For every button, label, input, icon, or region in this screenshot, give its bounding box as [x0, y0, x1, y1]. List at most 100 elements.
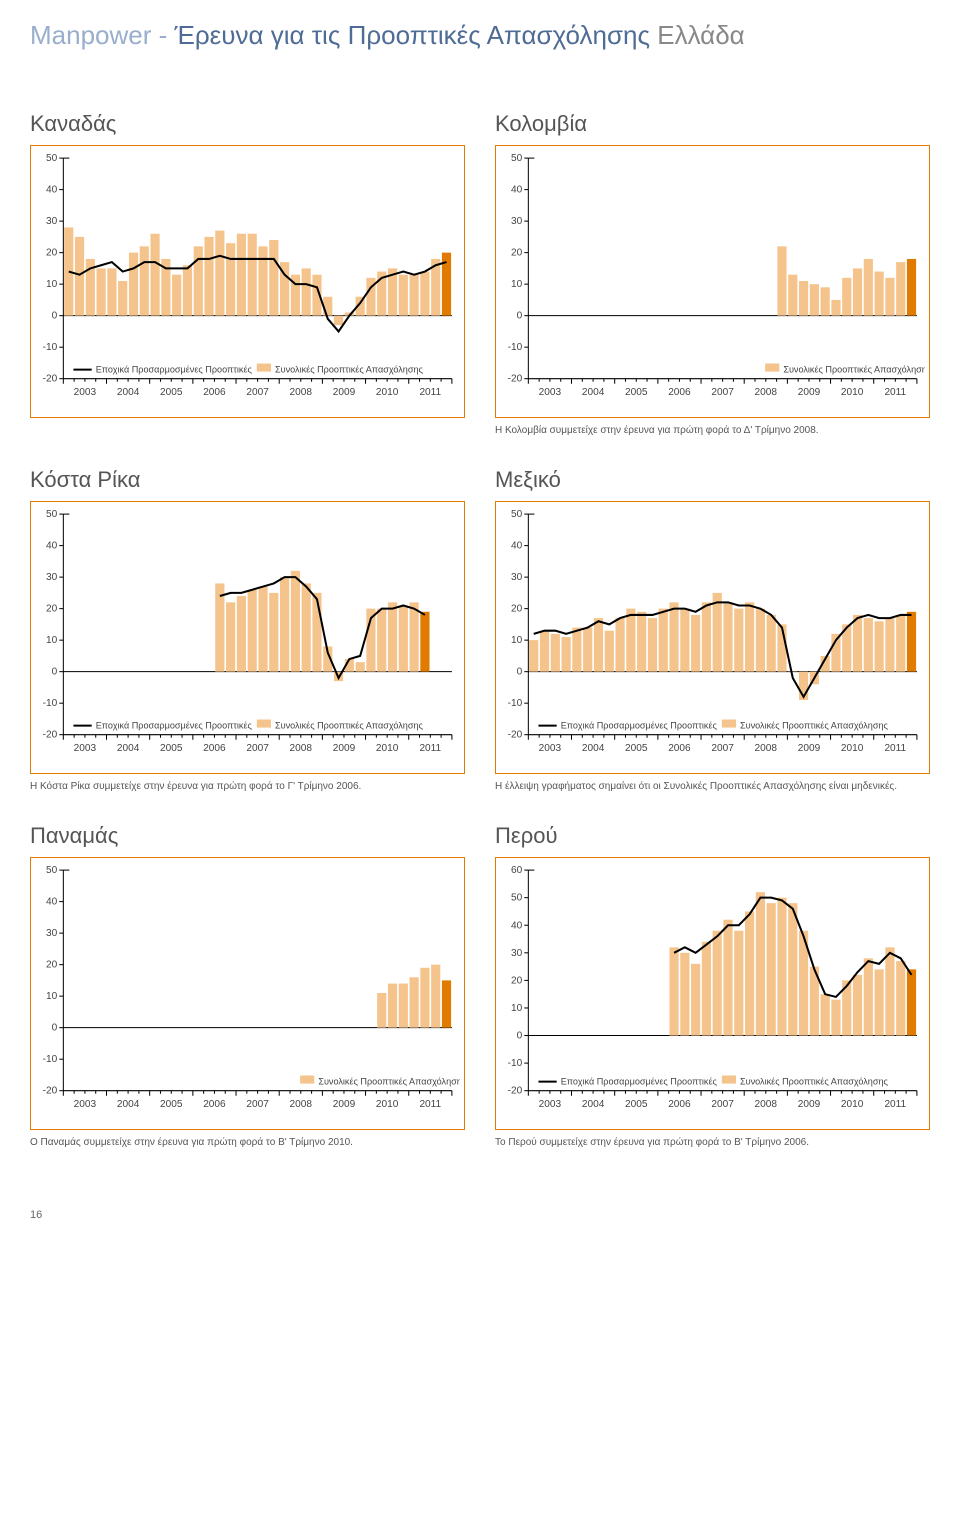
chart-title-panama: Παναμάς	[30, 823, 465, 849]
svg-text:2009: 2009	[333, 743, 356, 754]
svg-text:2011: 2011	[419, 1099, 441, 1110]
svg-text:10: 10	[46, 279, 58, 290]
svg-text:2005: 2005	[160, 387, 183, 398]
svg-text:2007: 2007	[711, 1099, 734, 1110]
svg-text:0: 0	[52, 667, 58, 678]
svg-text:2007: 2007	[711, 743, 734, 754]
chart-title-mexico: Μεξικό	[495, 467, 930, 493]
title-main: Έρευνα για τις Προοπτικές Απασχόλησης	[175, 20, 651, 50]
svg-text:30: 30	[46, 216, 58, 227]
svg-text:-10: -10	[43, 1054, 58, 1065]
svg-text:2009: 2009	[333, 387, 356, 398]
svg-text:2004: 2004	[117, 743, 140, 754]
caption-costarica: Η Κόστα Ρίκα συμμετείχε στην έρευνα για …	[30, 780, 465, 793]
caption-mexico: Η έλλειψη γραφήματος σημαίνει ότι οι Συν…	[495, 780, 930, 793]
svg-text:-10: -10	[508, 1058, 523, 1069]
svg-text:2009: 2009	[798, 387, 821, 398]
svg-text:40: 40	[511, 185, 523, 196]
svg-text:20: 20	[46, 960, 58, 971]
page-title: Manpower - Έρευνα για τις Προοπτικές Απα…	[30, 20, 930, 51]
chart-title-peru: Περού	[495, 823, 930, 849]
svg-text:20: 20	[46, 248, 58, 259]
chart-costarica: Κόστα Ρίκα -20-1001020304050200320042005…	[30, 447, 465, 793]
svg-text:-20: -20	[508, 374, 523, 385]
caption-peru: Το Περού συμμετείχε στην έρευνα για πρώτ…	[495, 1136, 930, 1149]
svg-text:Συνολικές Προοπτικές Απασχόλησ: Συνολικές Προοπτικές Απασχόλησης	[783, 365, 925, 375]
svg-text:40: 40	[511, 920, 523, 931]
svg-text:2007: 2007	[246, 1099, 269, 1110]
svg-text:2004: 2004	[582, 1099, 605, 1110]
svg-text:0: 0	[517, 1031, 523, 1042]
svg-text:2008: 2008	[290, 1099, 313, 1110]
svg-text:Εποχικά Προσαρμοσμένες Προοπτι: Εποχικά Προσαρμοσμένες Προοπτικές	[561, 1077, 718, 1087]
svg-text:Εποχικά Προσαρμοσμένες Προοπτι: Εποχικά Προσαρμοσμένες Προοπτικές	[96, 365, 253, 375]
svg-text:2007: 2007	[246, 743, 269, 754]
svg-text:50: 50	[511, 153, 523, 164]
svg-text:2005: 2005	[625, 387, 648, 398]
svg-text:2003: 2003	[74, 387, 97, 398]
svg-text:30: 30	[511, 216, 523, 227]
chart-svg-mexico: -20-100102030405020032004200520062007200…	[500, 506, 925, 769]
svg-text:40: 40	[511, 541, 523, 552]
svg-text:2006: 2006	[668, 1099, 691, 1110]
svg-text:30: 30	[46, 572, 58, 583]
svg-text:50: 50	[46, 153, 58, 164]
chart-mexico: Μεξικό -20-10010203040502003200420052006…	[495, 447, 930, 793]
svg-text:-20: -20	[43, 374, 58, 385]
chart-svg-peru: -20-100102030405060200320042005200620072…	[500, 862, 925, 1125]
svg-text:Εποχικά Προσαρμοσμένες Προοπτι: Εποχικά Προσαρμοσμένες Προοπτικές	[96, 721, 253, 731]
svg-text:2009: 2009	[798, 1099, 821, 1110]
caption-colombia: Η Κολομβία συμμετείχε στην έρευνα για πρ…	[495, 424, 930, 437]
svg-text:20: 20	[511, 976, 523, 987]
svg-text:-10: -10	[43, 342, 58, 353]
chart-frame-panama: -20-100102030405020032004200520062007200…	[30, 857, 465, 1130]
svg-text:2010: 2010	[841, 387, 864, 398]
svg-text:2011: 2011	[884, 1099, 906, 1110]
svg-text:2005: 2005	[160, 1099, 183, 1110]
svg-text:2011: 2011	[884, 387, 906, 398]
chart-svg-canada: -20-100102030405020032004200520062007200…	[35, 150, 460, 413]
svg-text:2003: 2003	[74, 1099, 97, 1110]
svg-text:2010: 2010	[376, 387, 399, 398]
svg-text:2011: 2011	[419, 387, 441, 398]
svg-text:-10: -10	[508, 698, 523, 709]
svg-text:10: 10	[511, 635, 523, 646]
chart-peru: Περού -20-100102030405060200320042005200…	[495, 803, 930, 1149]
svg-text:50: 50	[46, 509, 58, 520]
svg-text:40: 40	[46, 185, 58, 196]
svg-text:-20: -20	[508, 730, 523, 741]
svg-text:2006: 2006	[668, 743, 691, 754]
svg-text:2010: 2010	[841, 743, 864, 754]
svg-text:40: 40	[46, 897, 58, 908]
svg-text:0: 0	[52, 311, 58, 322]
svg-text:20: 20	[511, 248, 523, 259]
title-suffix: Ελλάδα	[650, 20, 745, 50]
svg-text:2009: 2009	[798, 743, 821, 754]
svg-text:30: 30	[511, 948, 523, 959]
svg-text:-20: -20	[508, 1086, 523, 1097]
svg-text:2011: 2011	[884, 743, 906, 754]
svg-text:2004: 2004	[582, 743, 605, 754]
svg-text:2006: 2006	[203, 387, 226, 398]
chart-svg-costarica: -20-100102030405020032004200520062007200…	[35, 506, 460, 769]
charts-grid: Καναδάς -20-1001020304050200320042005200…	[30, 91, 930, 1149]
chart-frame-costarica: -20-100102030405020032004200520062007200…	[30, 501, 465, 774]
chart-title-colombia: Κολομβία	[495, 111, 930, 137]
title-prefix: Manpower -	[30, 20, 175, 50]
svg-text:2005: 2005	[160, 743, 183, 754]
chart-frame-peru: -20-100102030405060200320042005200620072…	[495, 857, 930, 1130]
svg-text:2008: 2008	[755, 743, 778, 754]
svg-text:2005: 2005	[625, 1099, 648, 1110]
svg-text:2007: 2007	[246, 387, 269, 398]
caption-panama: Ο Παναμάς συμμετείχε στην έρευνα για πρώ…	[30, 1136, 465, 1149]
svg-text:2008: 2008	[755, 1099, 778, 1110]
svg-text:20: 20	[511, 604, 523, 615]
svg-text:2010: 2010	[841, 1099, 864, 1110]
svg-text:Συνολικές Προοπτικές Απασχόλησ: Συνολικές Προοπτικές Απασχόλησης	[275, 721, 423, 731]
svg-text:Συνολικές Προοπτικές Απασχόλησ: Συνολικές Προοπτικές Απασχόλησης	[275, 365, 423, 375]
svg-text:2003: 2003	[74, 743, 97, 754]
svg-text:20: 20	[46, 604, 58, 615]
chart-canada: Καναδάς -20-1001020304050200320042005200…	[30, 91, 465, 437]
svg-text:2004: 2004	[582, 387, 605, 398]
svg-text:2006: 2006	[668, 387, 691, 398]
